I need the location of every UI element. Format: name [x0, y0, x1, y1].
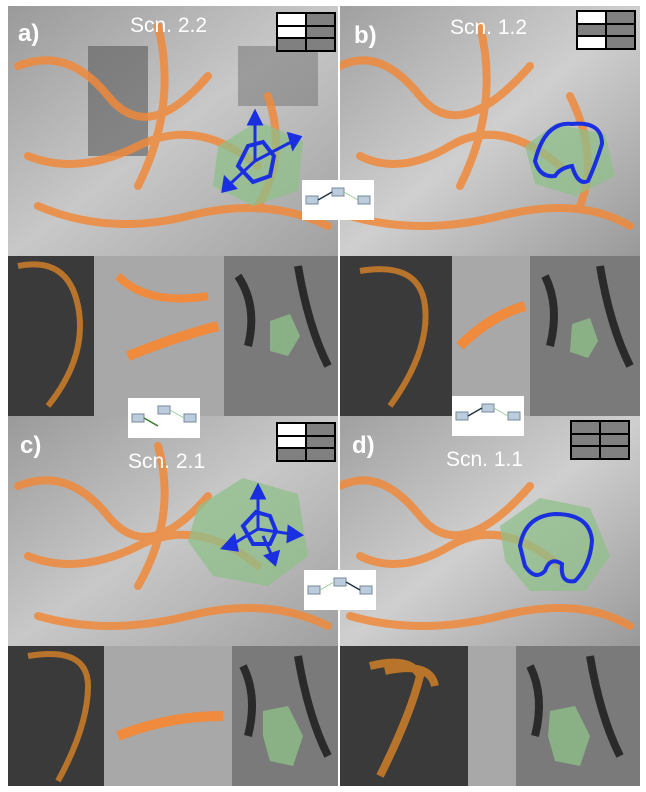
panel-a: a) Scn. 2.2 [8, 6, 338, 416]
mini-diagram [302, 180, 374, 220]
grid-icon [276, 422, 336, 462]
mini-diagram [304, 570, 376, 610]
panel-d: d) Scn. 1.1 [340, 416, 640, 786]
panel-label: d) [352, 432, 375, 459]
panel-a-image [8, 6, 338, 416]
mini-diagram [128, 398, 200, 438]
scenario-label: Scn. 1.1 [446, 448, 524, 471]
panel-label: a) [18, 20, 40, 47]
panel-label: c) [20, 432, 42, 459]
panel-b: b) Scn. 1.2 [340, 6, 640, 416]
scenario-label: Scn. 2.2 [130, 14, 208, 37]
mini-diagram [452, 396, 524, 436]
grid-icon [576, 10, 636, 50]
scenario-label: Scn. 1.2 [450, 16, 528, 39]
scenario-label: Scn. 2.1 [128, 450, 206, 473]
panel-c: c) Scn. 2.1 [8, 416, 338, 786]
panel-label: b) [354, 22, 377, 49]
grid-icon [276, 12, 336, 52]
grid-icon [570, 420, 630, 460]
panel-b-image [340, 6, 640, 416]
